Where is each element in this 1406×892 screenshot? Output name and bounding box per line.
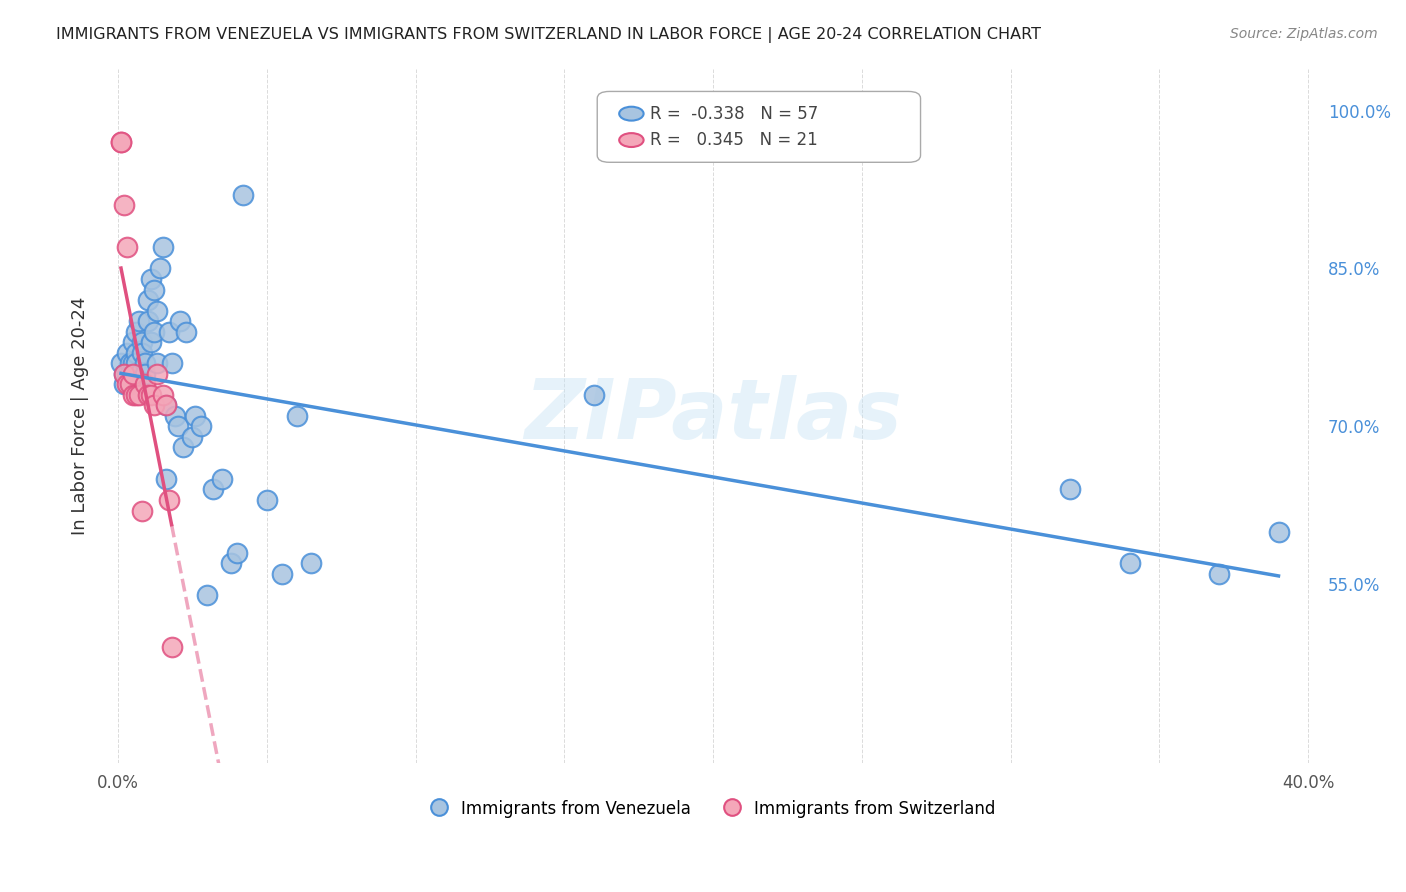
- Point: [211, 472, 233, 486]
- Point: [285, 409, 308, 423]
- Point: [112, 198, 135, 212]
- Point: [142, 283, 165, 297]
- Text: ZIPatlas: ZIPatlas: [524, 376, 903, 457]
- Circle shape: [619, 133, 644, 147]
- Point: [157, 493, 180, 508]
- Point: [152, 240, 174, 254]
- Text: IMMIGRANTS FROM VENEZUELA VS IMMIGRANTS FROM SWITZERLAND IN LABOR FORCE | AGE 20: IMMIGRANTS FROM VENEZUELA VS IMMIGRANTS …: [56, 27, 1042, 43]
- Point: [122, 388, 145, 402]
- Point: [139, 272, 162, 286]
- Point: [145, 356, 167, 370]
- Point: [142, 325, 165, 339]
- Point: [136, 314, 159, 328]
- Point: [1267, 524, 1289, 539]
- Point: [166, 419, 188, 434]
- Point: [131, 335, 153, 350]
- Point: [115, 367, 138, 381]
- Point: [136, 293, 159, 307]
- Text: R =   0.345   N = 21: R = 0.345 N = 21: [650, 131, 817, 149]
- Point: [232, 187, 254, 202]
- Point: [181, 430, 204, 444]
- Point: [112, 367, 135, 381]
- Point: [145, 367, 167, 381]
- Point: [112, 377, 135, 392]
- Point: [134, 377, 156, 392]
- Point: [122, 335, 145, 350]
- Point: [115, 377, 138, 392]
- Point: [110, 135, 132, 149]
- Point: [131, 345, 153, 359]
- Point: [125, 345, 148, 359]
- Point: [128, 314, 150, 328]
- Y-axis label: In Labor Force | Age 20-24: In Labor Force | Age 20-24: [72, 297, 89, 535]
- Point: [155, 398, 177, 412]
- Point: [163, 409, 186, 423]
- Point: [256, 493, 278, 508]
- Point: [142, 398, 165, 412]
- Point: [118, 367, 141, 381]
- Point: [160, 356, 183, 370]
- Point: [195, 588, 218, 602]
- Point: [110, 356, 132, 370]
- Point: [128, 367, 150, 381]
- Point: [125, 356, 148, 370]
- Point: [155, 398, 177, 412]
- Point: [134, 367, 156, 381]
- Point: [219, 556, 242, 570]
- Point: [131, 503, 153, 517]
- Point: [125, 388, 148, 402]
- FancyBboxPatch shape: [598, 92, 921, 162]
- Point: [122, 367, 145, 381]
- Point: [139, 388, 162, 402]
- Point: [118, 356, 141, 370]
- Point: [122, 356, 145, 370]
- Point: [118, 377, 141, 392]
- Point: [1119, 556, 1142, 570]
- Point: [112, 367, 135, 381]
- Point: [122, 367, 145, 381]
- Point: [110, 135, 132, 149]
- Point: [226, 546, 249, 560]
- Point: [270, 566, 292, 581]
- Point: [202, 483, 225, 497]
- Point: [152, 388, 174, 402]
- Point: [184, 409, 207, 423]
- Point: [128, 388, 150, 402]
- Point: [115, 345, 138, 359]
- Point: [1208, 566, 1230, 581]
- Point: [136, 388, 159, 402]
- Text: Source: ZipAtlas.com: Source: ZipAtlas.com: [1230, 27, 1378, 41]
- Point: [169, 314, 191, 328]
- Point: [125, 325, 148, 339]
- Point: [176, 325, 198, 339]
- Point: [172, 441, 194, 455]
- Point: [160, 640, 183, 655]
- Point: [190, 419, 212, 434]
- Point: [149, 261, 172, 276]
- Point: [115, 240, 138, 254]
- Point: [1059, 483, 1081, 497]
- Point: [299, 556, 322, 570]
- Text: R =  -0.338   N = 57: R = -0.338 N = 57: [650, 104, 818, 123]
- Point: [145, 303, 167, 318]
- Point: [118, 377, 141, 392]
- Point: [583, 388, 606, 402]
- Circle shape: [619, 107, 644, 120]
- Point: [134, 356, 156, 370]
- Point: [139, 335, 162, 350]
- Legend: Immigrants from Venezuela, Immigrants from Switzerland: Immigrants from Venezuela, Immigrants fr…: [425, 793, 1002, 824]
- Point: [155, 472, 177, 486]
- Point: [157, 325, 180, 339]
